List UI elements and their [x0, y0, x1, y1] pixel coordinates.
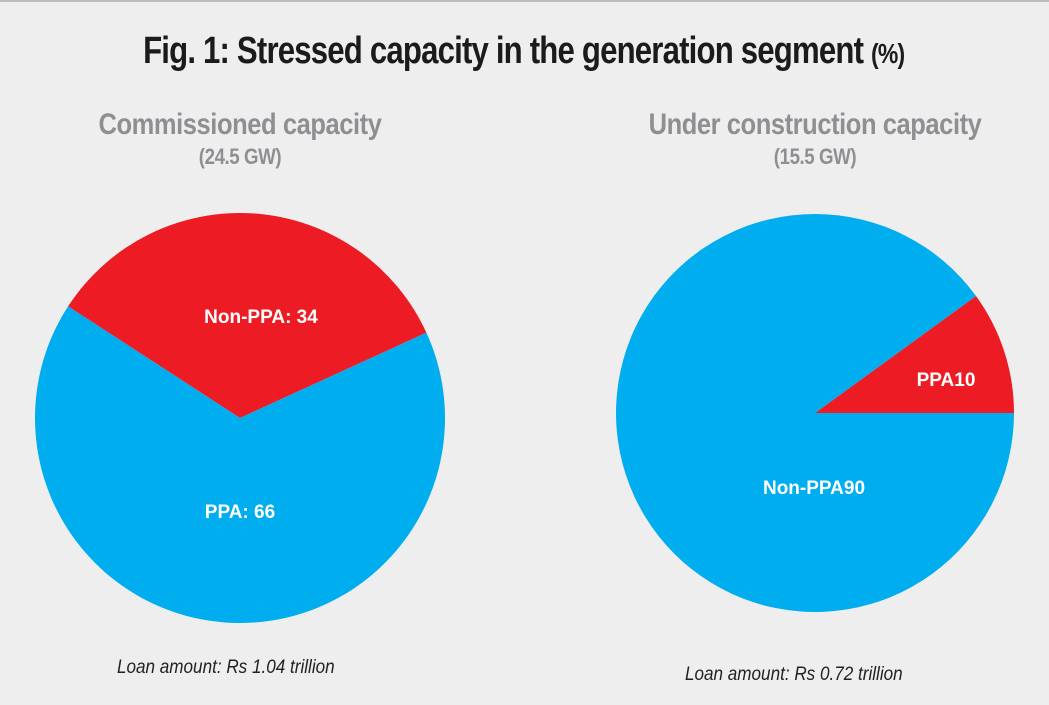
- pie-1-label-ppa: PPA10: [917, 370, 976, 391]
- left-chart-capacity: (24.5 GW): [198, 144, 282, 169]
- pie-1-label-non-ppa: Non-PPA90: [763, 478, 865, 499]
- pie-0-label-ppa: PPA: 66: [205, 502, 275, 523]
- pie-0-slice-ppa: [34, 306, 445, 623]
- right-chart-title: Under construction capacity: [648, 108, 982, 141]
- figure-title: Fig. 1: Stressed capacity in the generat…: [94, 30, 954, 73]
- top-border: [0, 0, 1049, 2]
- pie-1-slice-ppa: [815, 296, 1014, 413]
- left-chart-subtitle: Commissioned capacity (24.5 GW): [70, 108, 410, 170]
- left-chart-title: Commissioned capacity: [98, 108, 382, 141]
- right-chart-capacity: (15.5 GW): [773, 144, 857, 169]
- figure-title-text: Fig. 1: Stressed capacity in the generat…: [143, 30, 864, 72]
- right-chart-subtitle: Under construction capacity (15.5 GW): [641, 108, 990, 170]
- left-loan-amount: Loan amount: Rs 1.04 trillion: [117, 657, 335, 678]
- figure-unit: (%): [871, 38, 905, 69]
- pie-0-label-non-ppa: Non-PPA: 34: [204, 307, 318, 328]
- pie-1-slice-non-ppa: [615, 213, 1014, 612]
- right-loan-amount: Loan amount: Rs 0.72 trillion: [685, 664, 903, 685]
- pie-0-slice-non-ppa: [68, 213, 427, 418]
